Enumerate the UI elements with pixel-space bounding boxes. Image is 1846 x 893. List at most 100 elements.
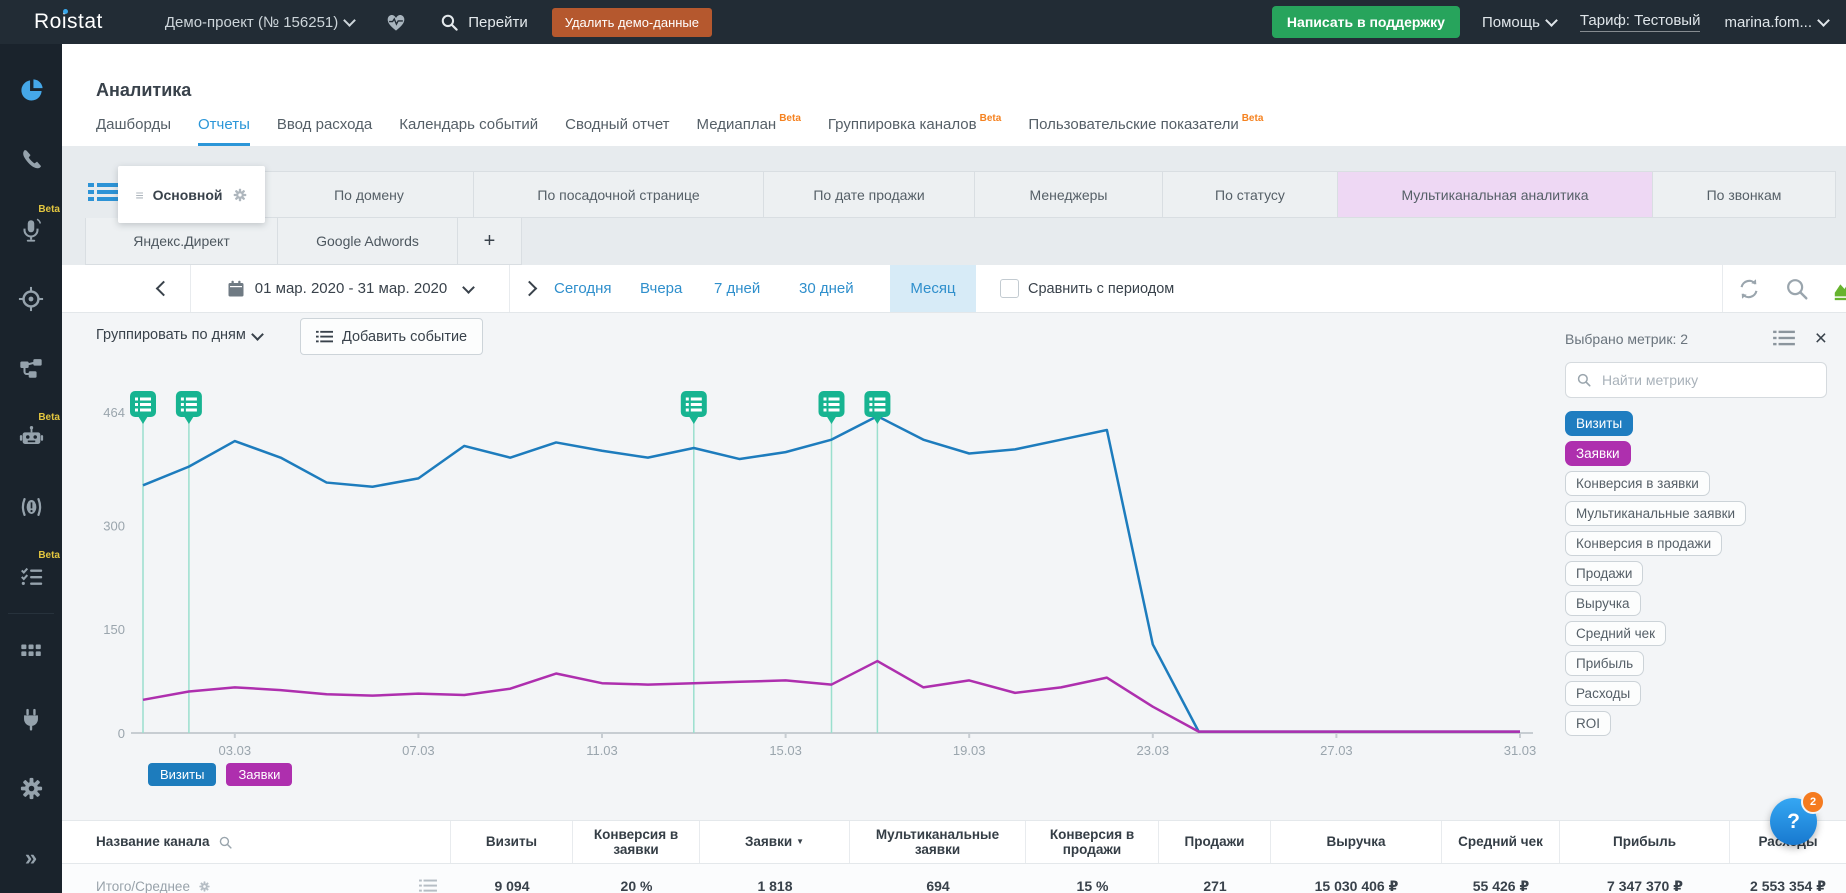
report-tab-main[interactable]: ≡ Основной xyxy=(118,166,265,223)
column-revenue[interactable]: Выручка xyxy=(1271,821,1442,863)
report-list-icon[interactable] xyxy=(88,182,120,207)
user-menu[interactable]: marina.fom... xyxy=(1724,14,1828,31)
column-visits[interactable]: Визиты xyxy=(451,821,573,863)
tab-dashboards[interactable]: Дашборды xyxy=(96,116,171,146)
metric-chip-revenue[interactable]: Выручка xyxy=(1565,591,1641,616)
metric-chip-profit[interactable]: Прибыль xyxy=(1565,651,1644,676)
column-multichannel-leads[interactable]: Мультиканальные заявки xyxy=(850,821,1026,863)
metric-chip-costs[interactable]: Расходы xyxy=(1565,681,1641,706)
next-period-button[interactable] xyxy=(524,265,535,312)
search-icon[interactable] xyxy=(218,835,233,850)
sidebar-item-tasks[interactable]: Beta xyxy=(0,541,62,610)
column-leads-sorted[interactable]: Заявки▼ xyxy=(700,821,850,863)
help-menu[interactable]: Помощь xyxy=(1482,14,1556,31)
metric-chip-multichannel-leads[interactable]: Мультиканальные заявки xyxy=(1565,501,1746,526)
close-icon[interactable]: × xyxy=(1815,332,1827,346)
report-tab-by-landing-page[interactable]: По посадочной странице xyxy=(474,171,764,218)
sidebar-item-alerts[interactable] xyxy=(0,472,62,541)
metric-search-input[interactable] xyxy=(1600,371,1794,389)
gear-icon[interactable] xyxy=(232,187,248,203)
event-marker-13.03[interactable] xyxy=(681,391,707,424)
sidebar-collapse-button[interactable]: » xyxy=(0,824,62,893)
tab-channel-grouping[interactable]: Группировка каналовBeta xyxy=(828,116,1001,146)
sidebar-item-tracking[interactable] xyxy=(0,264,62,333)
sidebar: Beta xyxy=(0,44,62,893)
svg-text:03.03: 03.03 xyxy=(219,743,252,758)
sidebar-item-settings[interactable] xyxy=(0,754,62,823)
sidebar-item-speech-analytics[interactable]: Beta xyxy=(0,195,62,264)
quick-range-yesterday[interactable]: Вчера xyxy=(640,265,682,312)
column-average-check[interactable]: Средний чек xyxy=(1442,821,1560,863)
report-tab-by-domain[interactable]: По домену xyxy=(265,171,474,218)
column-sale-conversion[interactable]: Конверсия в продажи xyxy=(1026,821,1159,863)
totals-leads: 1 818 xyxy=(700,864,850,893)
project-health-icon[interactable] xyxy=(384,10,408,34)
project-selector[interactable]: Демо-проект (№ 156251) xyxy=(165,14,354,31)
metric-chip-average-check[interactable]: Средний чек xyxy=(1565,621,1666,646)
topbar: Roistat Демо-проект (№ 156251) Перейти У… xyxy=(0,0,1846,44)
chart-view-icon[interactable] xyxy=(1832,276,1846,302)
tab-media-plan[interactable]: МедиапланBeta xyxy=(697,116,801,146)
metric-chip-roi[interactable]: ROI xyxy=(1565,711,1611,736)
tab-cost-input[interactable]: Ввод расхода xyxy=(277,116,372,146)
quick-range-today[interactable]: Сегодня xyxy=(554,265,612,312)
sidebar-item-analytics[interactable] xyxy=(0,56,62,125)
metrics-list-icon[interactable] xyxy=(1773,330,1795,347)
quick-range-30-days[interactable]: 30 дней xyxy=(799,265,854,312)
sidebar-item-apps[interactable] xyxy=(0,616,62,685)
sidebar-item-scenarios[interactable] xyxy=(0,333,62,402)
prev-period-button[interactable] xyxy=(158,265,169,312)
write-support-button[interactable]: Написать в поддержку xyxy=(1272,6,1460,38)
compare-period-checkbox[interactable] xyxy=(1000,265,1019,312)
quick-range-7-days[interactable]: 7 дней xyxy=(714,265,760,312)
tab-event-calendar[interactable]: Календарь событий xyxy=(399,116,538,146)
sidebar-item-integrations[interactable] xyxy=(0,685,62,754)
metric-chip-leads[interactable]: Заявки xyxy=(1565,441,1631,466)
metric-chip-visits[interactable]: Визиты xyxy=(1565,411,1633,436)
chart-legend: Визиты Заявки xyxy=(148,763,292,786)
gear-icon[interactable] xyxy=(198,880,211,893)
legend-visits-button[interactable]: Визиты xyxy=(148,763,216,786)
drag-handle-icon: ≡ xyxy=(135,187,143,203)
group-by-dropdown[interactable]: Группировать по дням xyxy=(96,327,262,343)
column-lead-conversion[interactable]: Конверсия в заявки xyxy=(573,821,700,863)
add-channel-tab-button[interactable]: + xyxy=(458,218,522,265)
tab-reports[interactable]: Отчеты xyxy=(198,116,250,146)
search-icon[interactable] xyxy=(1784,276,1810,302)
event-marker-02.03[interactable] xyxy=(176,391,202,424)
metric-chip-sales[interactable]: Продажи xyxy=(1565,561,1643,586)
date-range-picker[interactable]: 01 мар. 2020 - 31 мар. 2020 xyxy=(190,265,510,312)
column-channel-name[interactable]: Название канала xyxy=(62,821,451,863)
report-tab-multichannel[interactable]: Мультиканальная аналитика xyxy=(1338,171,1653,218)
add-event-button[interactable]: Добавить событие xyxy=(300,318,483,355)
legend-leads-button[interactable]: Заявки xyxy=(226,763,292,786)
tariff-link[interactable]: Тариф: Тестовый xyxy=(1580,12,1701,32)
metric-chip-lead-conversion[interactable]: Конверсия в заявки xyxy=(1565,471,1710,496)
channel-tab-google-adwords[interactable]: Google Adwords xyxy=(278,218,458,265)
column-profit[interactable]: Прибыль xyxy=(1560,821,1730,863)
event-marker-01.03[interactable] xyxy=(130,391,156,424)
row-settings-icon[interactable] xyxy=(419,879,437,893)
tab-custom-metrics[interactable]: Пользовательские показателиBeta xyxy=(1028,116,1263,146)
metric-chip-sale-conversion[interactable]: Конверсия в продажи xyxy=(1565,531,1722,556)
delete-demo-data-button[interactable]: Удалить демо-данные xyxy=(552,8,712,37)
tab-summary-report[interactable]: Сводный отчет xyxy=(565,116,669,146)
notification-badge: 2 xyxy=(1801,790,1825,814)
quick-range-month[interactable]: Месяц xyxy=(890,265,976,312)
roistat-logo[interactable]: Roistat xyxy=(34,10,103,34)
event-marker-17.03[interactable] xyxy=(864,391,890,424)
report-tab-by-calls[interactable]: По звонкам xyxy=(1653,171,1836,218)
sidebar-item-calls[interactable] xyxy=(0,125,62,194)
sidebar-item-robot[interactable]: Beta xyxy=(0,403,62,472)
column-sales[interactable]: Продажи xyxy=(1159,821,1271,863)
search-icon xyxy=(440,13,459,32)
report-tab-managers[interactable]: Менеджеры xyxy=(975,171,1163,218)
channel-tab-yandex-direct[interactable]: Яндекс.Директ xyxy=(85,218,278,265)
robot-icon xyxy=(18,424,45,450)
compare-period-label: Сравнить с периодом xyxy=(1028,265,1174,312)
global-search[interactable]: Перейти xyxy=(440,13,527,32)
event-marker-16.03[interactable] xyxy=(819,391,845,424)
refresh-icon[interactable] xyxy=(1736,276,1762,302)
report-tab-by-sale-date[interactable]: По дате продажи xyxy=(764,171,975,218)
report-tab-by-status[interactable]: По статусу xyxy=(1163,171,1338,218)
